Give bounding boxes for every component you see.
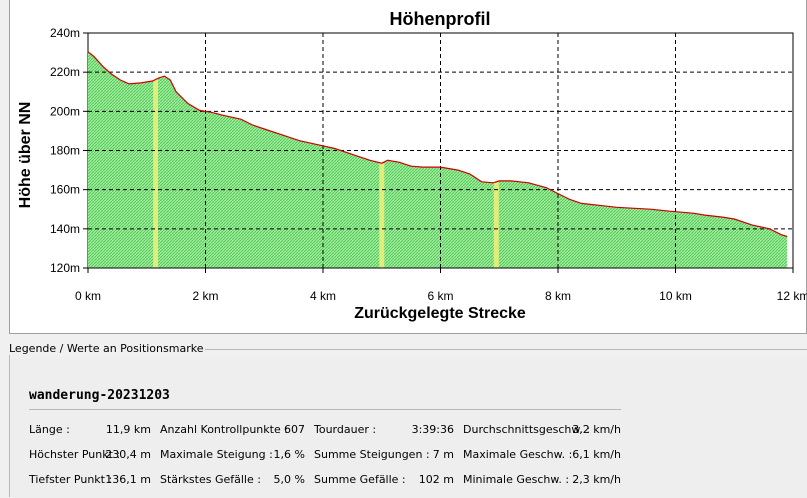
stat-label: Höchster Punkt : bbox=[29, 448, 121, 461]
position-marker-band bbox=[379, 163, 385, 268]
stat-label: Minimale Geschw. : bbox=[463, 473, 570, 486]
legend-separator bbox=[29, 409, 621, 410]
elevation-line bbox=[87, 51, 788, 238]
chart-title: Höhenprofil bbox=[390, 9, 491, 29]
stat-item: Durchschnittsgeschw. :3,2 km/h bbox=[463, 423, 621, 437]
stat-label: Maximale Steigung : bbox=[160, 448, 273, 461]
x-tick-label: 0 km bbox=[75, 289, 101, 303]
stat-value: 136,1 m bbox=[105, 473, 151, 486]
stat-value: 102 m bbox=[418, 473, 454, 486]
y-tick-label: 160m bbox=[50, 183, 80, 197]
y-tick-label: 200m bbox=[50, 104, 80, 118]
stat-value: 3,2 km/h bbox=[572, 423, 621, 436]
stat-value: 1,6 % bbox=[273, 448, 305, 461]
x-tick-label: 12 km bbox=[777, 289, 807, 303]
stat-item: Maximale Geschw. :6,1 km/h bbox=[463, 448, 621, 462]
stat-item: Tiefster Punkt :136,1 m bbox=[29, 473, 151, 487]
stat-label: Durchschnittsgeschw. : bbox=[463, 423, 591, 436]
stat-item: Minimale Geschw. :2,3 km/h bbox=[463, 473, 621, 487]
chart-panel: Höhenprofil Höhe über NN Zurückgelegte S… bbox=[9, 0, 807, 334]
y-tick-label: 140m bbox=[50, 222, 80, 236]
legend-group: Legende / Werte an Positionsmarke wander… bbox=[7, 342, 807, 498]
stat-value: 230,4 m bbox=[105, 448, 151, 461]
stat-value: 607 bbox=[284, 423, 305, 436]
stat-item: Anzahl Kontrollpunkte :607 bbox=[160, 423, 305, 437]
stat-label: Summe Steigungen : bbox=[314, 448, 430, 461]
stat-label: Stärkstes Gefälle : bbox=[160, 473, 261, 486]
x-tick-label: 6 km bbox=[427, 289, 453, 303]
stat-label: Länge : bbox=[29, 423, 70, 436]
stat-label: Maximale Geschw. : bbox=[463, 448, 573, 461]
legend-title: Legende / Werte an Positionsmarke bbox=[7, 342, 206, 355]
stat-item: Summe Steigungen :7 m bbox=[314, 448, 454, 462]
stat-value: 7 m bbox=[432, 448, 454, 461]
y-tick-label: 240m bbox=[50, 26, 80, 40]
y-tick-label: 180m bbox=[50, 144, 80, 158]
stat-label: Summe Gefälle : bbox=[314, 473, 406, 486]
x-tick-label: 8 km bbox=[545, 289, 571, 303]
x-axis-label: Zurückgelegte Strecke bbox=[354, 305, 526, 322]
x-tick-label: 10 km bbox=[659, 289, 692, 303]
stat-label: Anzahl Kontrollpunkte : bbox=[160, 423, 288, 436]
y-tick-label: 120m bbox=[50, 261, 80, 275]
stat-item: Summe Gefälle : 102 m bbox=[314, 473, 454, 487]
stat-value: 2,3 km/h bbox=[572, 473, 621, 486]
x-tick-label: 2 km bbox=[192, 289, 218, 303]
stat-value: 5,0 % bbox=[273, 473, 305, 486]
legend-panel: wanderung-20231203 Länge : 11,9 km Höchste… bbox=[10, 359, 807, 498]
plot-area: 0 km 2 km 4 km 6 km 8 km 10 km 12 km 120m 140m 16… bbox=[50, 26, 807, 303]
y-axis-label: Höhe über NN bbox=[17, 102, 34, 209]
track-name: wanderung-20231203 bbox=[29, 388, 170, 403]
elevation-profile-chart: Höhenprofil Höhe über NN Zurückgelegte S… bbox=[17, 9, 807, 322]
stat-value: 3:39:36 bbox=[411, 423, 454, 436]
y-tick-label: 220m bbox=[50, 65, 80, 79]
elevation-area bbox=[88, 51, 788, 268]
stat-label: Tiefster Punkt : bbox=[29, 473, 113, 486]
stat-value: 11,9 km bbox=[105, 423, 151, 436]
stat-item: Tourdauer : 3:39:36 bbox=[314, 423, 454, 437]
stat-item: Stärkstes Gefälle : 5,0 % bbox=[160, 473, 305, 487]
stat-item: Höchster Punkt :230,4 m bbox=[29, 448, 151, 462]
x-tick-label: 4 km bbox=[310, 289, 336, 303]
stat-item: Länge : 11,9 km bbox=[29, 423, 151, 437]
stat-value: 6,1 km/h bbox=[572, 448, 621, 461]
stat-item: Maximale Steigung :1,6 % bbox=[160, 448, 305, 462]
position-marker-band bbox=[493, 181, 499, 268]
stat-label: Tourdauer : bbox=[314, 423, 377, 436]
position-marker-band bbox=[153, 79, 159, 269]
